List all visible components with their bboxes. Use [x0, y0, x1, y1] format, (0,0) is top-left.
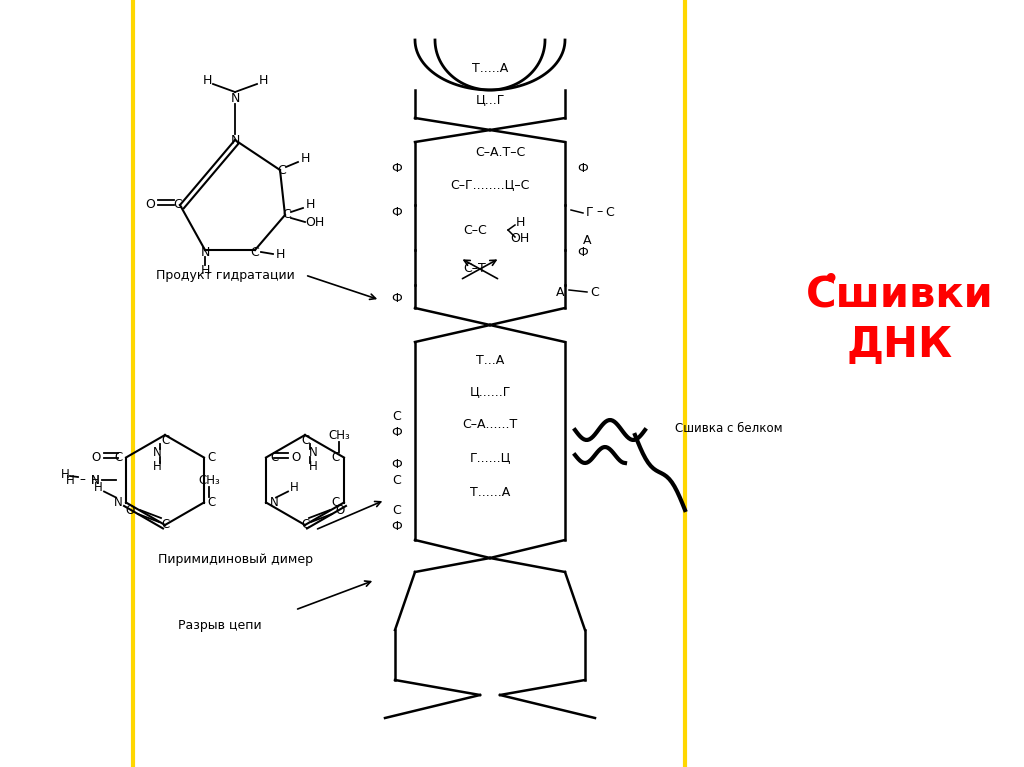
Text: C: C [301, 518, 309, 532]
Text: N: N [230, 133, 240, 146]
Text: O: O [91, 451, 100, 464]
Text: C: C [270, 451, 279, 464]
Text: С: С [591, 285, 599, 298]
Text: H: H [300, 152, 309, 164]
Text: А: А [583, 233, 591, 246]
Text: C: C [208, 451, 216, 464]
Text: С–А.Т–С: С–А.Т–С [475, 146, 525, 160]
Text: H: H [153, 460, 162, 473]
Text: C: C [332, 451, 340, 464]
Text: С: С [392, 473, 401, 486]
Text: Сшивка с белком: Сшивка с белком [675, 422, 782, 434]
Text: Пиримидиновый димер: Пиримидиновый димер [158, 554, 312, 567]
Text: C: C [278, 163, 287, 176]
Text: N: N [308, 446, 317, 459]
Text: CH₃: CH₃ [328, 429, 350, 442]
Text: Т......А: Т......А [470, 486, 510, 499]
Text: N: N [153, 446, 162, 459]
Text: Ц...Г: Ц...Г [475, 94, 505, 107]
Text: Г: Г [586, 206, 594, 219]
Text: OH: OH [305, 216, 325, 229]
Text: C: C [332, 496, 340, 509]
Text: N: N [91, 473, 99, 486]
Text: C: C [161, 433, 169, 446]
Text: ДНК: ДНК [847, 324, 953, 366]
Text: O: O [125, 503, 134, 516]
Text: N: N [201, 245, 210, 258]
Text: C: C [283, 209, 292, 222]
Text: H: H [308, 460, 317, 473]
Text: Ф: Ф [391, 519, 402, 532]
Text: H: H [305, 199, 314, 212]
Text: Ф: Ф [391, 206, 402, 219]
Text: Ф: Ф [578, 245, 589, 258]
Text: C: C [251, 245, 259, 258]
Text: H: H [91, 473, 99, 486]
Text: C: C [208, 496, 216, 509]
Text: Ф: Ф [391, 457, 402, 470]
Text: Т.....А: Т.....А [472, 61, 508, 74]
Text: O: O [145, 199, 155, 212]
Text: С: С [392, 410, 401, 423]
Text: O: O [336, 503, 345, 516]
Text: H: H [93, 481, 102, 494]
Text: –: – [597, 206, 603, 219]
Text: Сшивки: Сшивки [806, 274, 994, 316]
Text: Т...А: Т...А [476, 354, 504, 367]
Text: Разрыв цепи: Разрыв цепи [178, 618, 262, 631]
Text: C: C [161, 518, 169, 532]
Text: O: O [292, 451, 301, 464]
Text: H: H [201, 264, 210, 276]
Text: C: C [301, 433, 309, 446]
Text: Н: Н [515, 216, 524, 229]
Text: С: С [392, 503, 401, 516]
Text: C: C [114, 451, 122, 464]
Text: Продукт гидратации: Продукт гидратации [156, 268, 294, 281]
Text: А: А [556, 285, 564, 298]
Text: Ф: Ф [578, 162, 589, 175]
Text: С: С [605, 206, 614, 219]
Text: С–А......Т: С–А......Т [463, 419, 517, 432]
Text: N: N [230, 91, 240, 104]
Text: –: – [79, 473, 85, 486]
Text: N: N [269, 496, 279, 509]
Text: H: H [60, 469, 70, 482]
Text: •: • [821, 265, 839, 295]
Text: Ц......Г: Ц......Г [469, 386, 511, 399]
Text: CH₃: CH₃ [198, 474, 220, 487]
Text: H: H [66, 473, 75, 486]
Text: С–С: С–С [463, 223, 486, 236]
Text: Ф: Ф [391, 426, 402, 439]
Text: Г......Ц: Г......Ц [469, 452, 511, 465]
Text: С–Г........Ц–С: С–Г........Ц–С [451, 179, 529, 192]
Text: H: H [275, 249, 285, 262]
Text: Ф: Ф [391, 162, 402, 175]
Text: С–Т: С–Т [464, 262, 486, 275]
Text: H: H [203, 74, 212, 87]
Text: H: H [258, 74, 267, 87]
Text: C: C [174, 199, 182, 212]
Text: Ф: Ф [391, 291, 402, 304]
Text: N: N [114, 496, 123, 509]
Text: H: H [290, 481, 298, 494]
Text: ОН: ОН [510, 232, 529, 245]
